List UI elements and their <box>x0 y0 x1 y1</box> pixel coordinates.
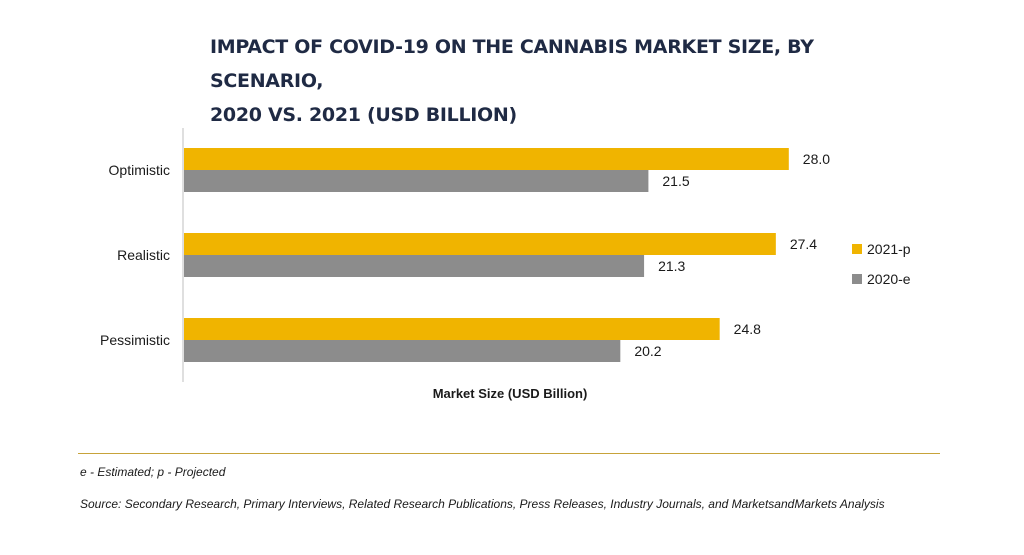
data-label-optimistic-2021-p: 28.0 <box>803 151 830 167</box>
legend-label-2021-p: 2021-p <box>867 241 911 257</box>
chart-title: IMPACT OF COVID-19 ON THE CANNABIS MARKE… <box>210 30 910 132</box>
footnote: e - Estimated; p - Projected <box>80 465 226 479</box>
data-label-realistic-2020-e: 21.3 <box>658 258 685 274</box>
data-label-pessimistic-2020-e: 20.2 <box>634 343 661 359</box>
chart-title-line-1: IMPACT OF COVID-19 ON THE CANNABIS MARKE… <box>210 36 814 92</box>
chart-title-line-2: 2020 VS. 2021 (USD BILLION) <box>210 104 517 126</box>
bar-optimistic-2020-e <box>184 170 649 192</box>
data-label-pessimistic-2021-p: 24.8 <box>734 321 761 337</box>
bar-realistic-2021-p <box>184 233 776 255</box>
legend-swatch-2021-p <box>852 244 862 254</box>
bar-pessimistic-2020-e <box>184 340 621 362</box>
data-label-optimistic-2020-e: 21.5 <box>662 173 689 189</box>
bar-pessimistic-2021-p <box>184 318 720 340</box>
legend-label-2020-e: 2020-e <box>867 271 911 287</box>
x-axis-label: Market Size (USD Billion) <box>432 386 588 401</box>
data-label-realistic-2021-p: 27.4 <box>790 236 817 252</box>
bar-optimistic-2021-p <box>184 148 789 170</box>
category-label-optimistic: Optimistic <box>109 162 170 178</box>
source-note: Source: Secondary Research, Primary Inte… <box>80 497 885 511</box>
category-label-pessimistic: Pessimistic <box>100 332 170 348</box>
legend-swatch-2020-e <box>852 274 862 284</box>
footer-divider <box>78 453 940 454</box>
bar-realistic-2020-e <box>184 255 645 277</box>
category-label-realistic: Realistic <box>117 247 170 263</box>
